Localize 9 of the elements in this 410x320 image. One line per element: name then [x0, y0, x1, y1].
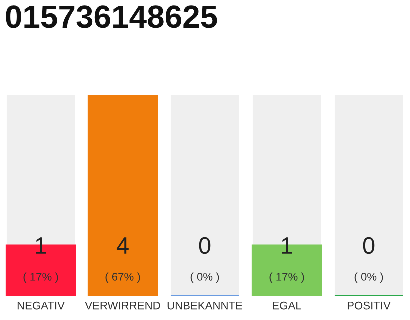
chart-title: 015736148625 — [6, 6, 218, 28]
data-label: 4 ( 67% ) — [106, 238, 140, 284]
x-tick-label: UNBEKANNTE — [168, 302, 242, 310]
x-tick-label: POSITIV — [348, 302, 391, 310]
data-label: 0 ( 0% ) — [354, 237, 384, 284]
x-tick-label: VERWIRREND — [85, 302, 160, 310]
x-tick-label: EGAL — [273, 302, 302, 310]
data-label: 0 ( 0% ) — [190, 237, 220, 284]
x-tick-label: NEGATIV — [18, 302, 65, 310]
